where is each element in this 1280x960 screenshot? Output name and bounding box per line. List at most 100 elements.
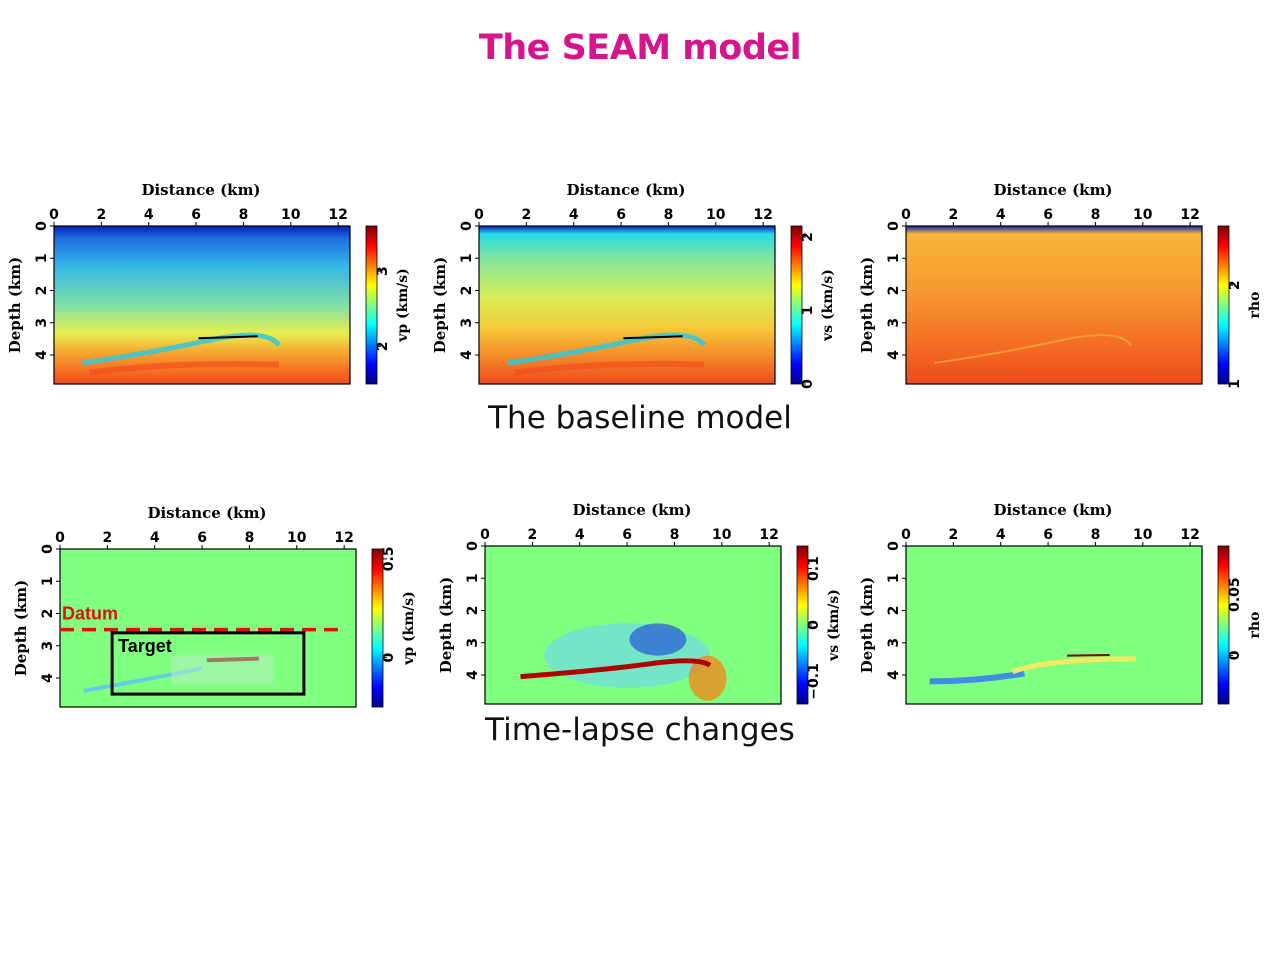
colorbar bbox=[371, 548, 384, 708]
x-tick-label: 0 bbox=[49, 207, 59, 223]
target-box bbox=[110, 631, 306, 696]
y-axis-label: Depth (km) bbox=[437, 577, 455, 674]
y-tick-label: 3 bbox=[34, 318, 50, 328]
x-tick-label: 2 bbox=[527, 527, 537, 543]
x-tick-label: 4 bbox=[575, 527, 585, 543]
plot-area bbox=[478, 225, 776, 385]
x-axis-label: Distance (km) bbox=[993, 501, 1112, 519]
colorbar-tick-label: 1 bbox=[1227, 379, 1243, 389]
x-tick-label: 8 bbox=[245, 530, 255, 546]
colorbar-tick-label: −0.1 bbox=[806, 663, 822, 700]
colorbar-label: vp (km/s) bbox=[401, 591, 417, 666]
y-tick-label: 2 bbox=[465, 606, 481, 616]
x-axis-label: Distance (km) bbox=[572, 501, 691, 519]
y-tick-label: 4 bbox=[886, 350, 902, 360]
x-tick-label: 0 bbox=[901, 527, 911, 543]
colorbar-tick-label: 0.1 bbox=[806, 556, 822, 581]
x-tick-label: 0 bbox=[474, 207, 484, 223]
y-axis-label: Depth (km) bbox=[858, 257, 876, 354]
y-tick-label: 4 bbox=[465, 670, 481, 680]
x-tick-label: 12 bbox=[753, 207, 772, 223]
slide-title: The SEAM model bbox=[478, 28, 802, 68]
x-tick-label: 10 bbox=[281, 207, 301, 223]
x-tick-label: 12 bbox=[759, 527, 778, 543]
x-tick-label: 0 bbox=[901, 207, 911, 223]
x-tick-label: 8 bbox=[239, 207, 249, 223]
colorbar bbox=[365, 225, 378, 385]
colorbar bbox=[1217, 545, 1230, 705]
y-tick-label: 3 bbox=[465, 638, 481, 648]
plot-area bbox=[905, 545, 1203, 705]
colorbar-tick-label: 0.05 bbox=[1227, 577, 1243, 612]
panel-timelapse-vp: 0 2 4 6 8 10 12 Distance (km) 0 1 2 3 4 Depth (km) 0 0.… bbox=[6, 493, 426, 718]
panel-baseline-vp: 0 2 4 6 8 10 12 Distance (km) 0 1 2 3 4 Depth (km) 2 3 v… bbox=[0, 170, 420, 395]
caption-baseline: The baseline model bbox=[488, 400, 792, 436]
x-tick-label: 4 bbox=[144, 207, 154, 223]
colorbar-tick-label: 2 bbox=[800, 232, 816, 242]
y-tick-label: 2 bbox=[886, 286, 902, 296]
x-axis-label: Distance (km) bbox=[147, 504, 266, 522]
difference-field bbox=[906, 546, 1202, 704]
anomaly-halo bbox=[171, 655, 274, 685]
plot-area bbox=[484, 545, 782, 705]
y-tick-label: 0 bbox=[40, 544, 56, 554]
colorbar-tick-label: 0 bbox=[381, 653, 397, 663]
x-tick-label: 4 bbox=[569, 207, 579, 223]
y-tick-label: 0 bbox=[459, 221, 475, 231]
x-axis-label: Distance (km) bbox=[566, 181, 685, 199]
x-tick-label: 10 bbox=[1133, 207, 1153, 223]
x-axis-label: Distance (km) bbox=[993, 181, 1112, 199]
x-tick-label: 6 bbox=[1043, 527, 1053, 543]
y-tick-label: 1 bbox=[40, 576, 56, 586]
target-label: Target bbox=[118, 636, 172, 656]
deep-layer bbox=[514, 360, 705, 376]
x-tick-label: 6 bbox=[197, 530, 207, 546]
colorbar-label: vs (km/s) bbox=[826, 589, 842, 662]
x-tick-label: 8 bbox=[670, 527, 680, 543]
y-tick-label: 2 bbox=[34, 286, 50, 296]
y-tick-label: 2 bbox=[459, 286, 475, 296]
y-tick-label: 4 bbox=[34, 350, 50, 360]
reservoir-layer bbox=[507, 332, 707, 366]
y-axis-label: Depth (km) bbox=[858, 577, 876, 674]
x-tick-label: 6 bbox=[616, 207, 626, 223]
x-tick-label: 10 bbox=[1133, 527, 1153, 543]
plot-frame bbox=[53, 225, 351, 385]
y-tick-label: 2 bbox=[886, 606, 902, 616]
anomaly-negative bbox=[629, 623, 687, 656]
colorbar-tick-label: 0 bbox=[800, 379, 816, 389]
x-tick-label: 4 bbox=[996, 527, 1006, 543]
colorbar-label: rho bbox=[1247, 292, 1263, 319]
anomaly-halo bbox=[544, 623, 710, 688]
y-tick-label: 1 bbox=[34, 253, 50, 263]
plot-frame bbox=[905, 225, 1203, 385]
anomaly-side bbox=[688, 655, 727, 701]
x-tick-label: 6 bbox=[1043, 207, 1053, 223]
panel-timelapse-rho: 0 2 4 6 8 10 12 Distance (km) 0 1 2 3 4 Depth (km) 0 0.… bbox=[852, 490, 1272, 715]
plot-frame bbox=[905, 545, 1203, 705]
reservoir-layer bbox=[934, 334, 1132, 365]
y-tick-label: 1 bbox=[465, 573, 481, 583]
anomaly-positive bbox=[520, 658, 712, 680]
x-tick-label: 12 bbox=[1180, 527, 1199, 543]
colorbar-tick-label: 2 bbox=[1227, 280, 1243, 290]
reservoir-layer bbox=[82, 332, 282, 366]
y-tick-label: 4 bbox=[459, 350, 475, 360]
panel-baseline-vs: 0 2 4 6 8 10 12 Distance (km) 0 1 2 3 4 Depth (km) 0 1 2… bbox=[425, 170, 845, 395]
y-axis-label: Depth (km) bbox=[12, 580, 30, 677]
colorbar-tick-label: 0 bbox=[1227, 650, 1243, 660]
x-tick-label: 12 bbox=[1180, 207, 1199, 223]
panel-baseline-rho: 0 2 4 6 8 10 12 Distance (km) 0 1 2 3 4 Depth (km) 1 2 r… bbox=[852, 170, 1272, 395]
plot-frame bbox=[478, 225, 776, 385]
x-tick-label: 10 bbox=[712, 527, 732, 543]
x-axis-label: Distance (km) bbox=[141, 181, 260, 199]
x-tick-label: 6 bbox=[622, 527, 632, 543]
x-tick-label: 10 bbox=[287, 530, 307, 546]
y-tick-label: 3 bbox=[886, 638, 902, 648]
panel-timelapse-vs: 0 2 4 6 8 10 12 Distance (km) 0 1 2 3 4 Depth (km) −0.… bbox=[431, 490, 851, 715]
deep-layer bbox=[89, 360, 280, 376]
anomaly-halo bbox=[1011, 656, 1136, 675]
